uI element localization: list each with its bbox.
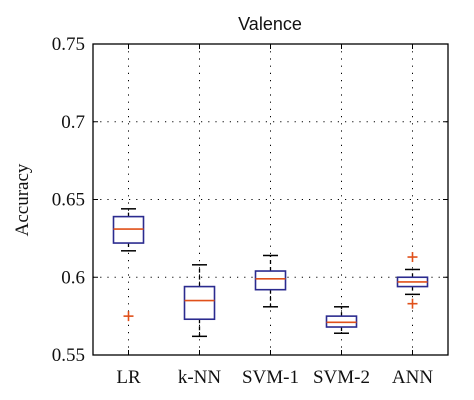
y-tick-label: 0.55 xyxy=(52,345,85,366)
x-tick-label: SVM-1 xyxy=(242,367,299,388)
box-svm-1 xyxy=(254,254,287,308)
box-ann xyxy=(396,252,429,309)
x-tick-label: LR xyxy=(116,367,141,388)
axis-ticks: 0.55 0.6 0.65 0.7 0.75 LR k-NN SVM-1 SVM-2 ANN xyxy=(52,34,448,388)
chart-title: Valence xyxy=(238,14,302,34)
y-tick-label: 0.6 xyxy=(61,267,85,288)
plot-frame xyxy=(92,43,449,356)
y-tick-label: 0.75 xyxy=(52,34,85,55)
x-tick-label: SVM-2 xyxy=(313,367,370,388)
box-lr xyxy=(112,208,145,322)
x-tick-label: k-NN xyxy=(178,367,222,388)
outlier-marker xyxy=(407,252,418,263)
outlier-marker xyxy=(123,311,134,322)
box-iqr xyxy=(254,270,287,291)
grid-lines xyxy=(93,44,448,355)
y-axis-label: Accuracy xyxy=(12,163,33,236)
y-tick-label: 0.65 xyxy=(52,190,85,211)
box-series xyxy=(112,208,429,338)
box-svm-2 xyxy=(325,306,358,334)
box-iqr xyxy=(183,285,216,321)
y-tick-label: 0.7 xyxy=(61,112,85,133)
box-k-nn xyxy=(183,264,216,338)
outlier-marker xyxy=(407,298,418,309)
x-tick-label: ANN xyxy=(392,367,433,388)
